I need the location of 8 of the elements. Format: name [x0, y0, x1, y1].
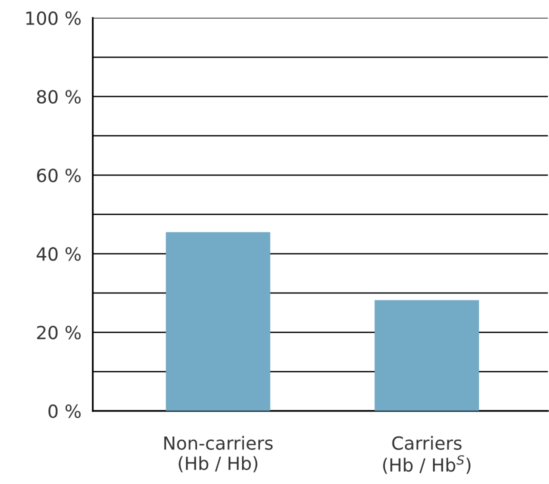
- x-tick-label: Non-carriers (Hb / Hb): [164, 436, 273, 472]
- y-tick-label: 100 %: [26, 11, 81, 26]
- x-tick-label: Carriers (Hb / Hb$^{S}$): [383, 436, 470, 474]
- y-tick-label: 60 %: [37, 168, 81, 182]
- y-tick-label: 20 %: [37, 326, 81, 340]
- y-tick-label: 80 %: [37, 90, 81, 104]
- y-tick-label: 0 %: [48, 404, 81, 418]
- y-tick-label: 40 %: [36, 247, 81, 261]
